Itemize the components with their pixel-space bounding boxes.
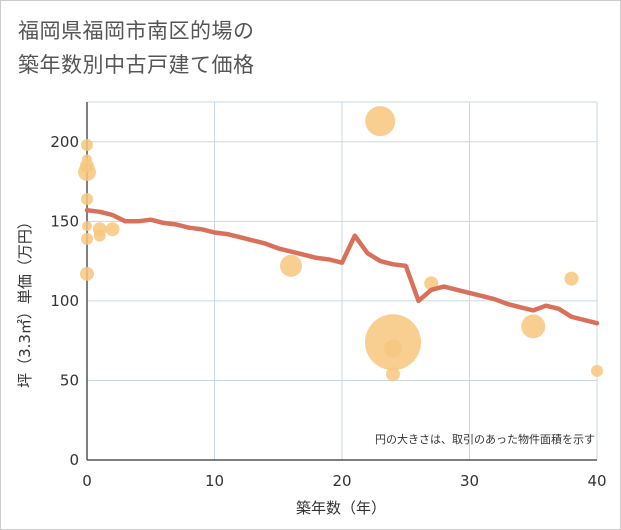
bubble-point: [365, 106, 396, 137]
y-tick-label: 50: [60, 371, 79, 389]
y-tick-label: 200: [50, 133, 79, 151]
chart-title: 福岡県福岡市南区的場の 築年数別中古戸建て価格: [18, 14, 255, 82]
bubble-point: [564, 271, 579, 286]
x-tick-label: 40: [587, 472, 606, 490]
x-tick-label: 20: [332, 472, 351, 490]
bubble-point: [78, 163, 96, 182]
bubble-point: [93, 229, 106, 242]
y-tick-label: 100: [50, 292, 79, 310]
bubble-point: [81, 193, 93, 206]
bubble-point: [81, 232, 93, 245]
bubble-point: [280, 254, 302, 277]
bubble-point: [80, 266, 94, 281]
bubble-size-note: 円の大きさは、取引のあった物件面積を示す: [375, 432, 595, 446]
bubble-point: [386, 367, 400, 382]
x-axis-label: 築年数（年）: [296, 499, 386, 517]
bubble-point: [81, 138, 93, 151]
x-tick-label: 10: [205, 472, 224, 490]
x-tick-label: 30: [460, 472, 479, 490]
bubble-point: [82, 221, 92, 232]
title-line-2: 築年数別中古戸建て価格: [18, 53, 255, 77]
bubble-point: [105, 222, 120, 237]
bubble-point: [521, 314, 546, 339]
x-tick-label: 0: [82, 472, 92, 490]
y-axis-label: 坪（3.3㎡）単価（万円）: [16, 214, 34, 388]
grid-lines: [87, 101, 598, 460]
y-tick-label: 150: [50, 212, 79, 230]
bubble-series: [78, 106, 603, 382]
trend-line: [84, 207, 600, 326]
tick-labels: 0 10 20 30 40 0 50 100 150 200: [50, 133, 606, 490]
title-line-1: 福岡県福岡市南区的場の: [18, 19, 255, 43]
bubble-point: [591, 364, 603, 377]
trend-line-series: [84, 207, 600, 326]
bubble-point: [384, 339, 402, 358]
y-tick-label: 0: [69, 451, 79, 469]
